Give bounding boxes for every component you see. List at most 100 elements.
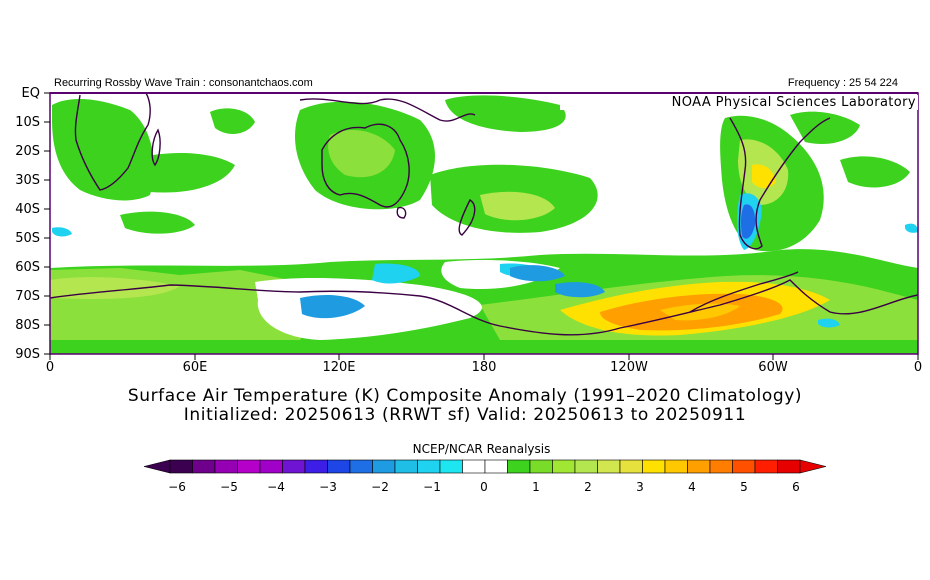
map-subtitle: Initialized: 20250613 (RRWT sf) Valid: 2… [183,405,747,425]
anomaly-region-positive [210,108,255,134]
colorbar-tick-label: 6 [792,480,800,494]
header-left-text: Recurring Rossby Wave Train : consonantc… [54,77,313,89]
x-tick-label: 60E [182,360,208,375]
y-tick-label: 90S [15,347,40,362]
colorbar-swatch [327,459,351,474]
anomaly-region-positive [840,156,910,188]
y-tick-label: 80S [15,318,40,333]
anomaly-region-positive [752,164,776,188]
y-tick-label: 50S [15,231,40,246]
anomaly-region-positive [52,98,154,201]
anomaly-region-positive [120,211,195,234]
colorbar-swatch [687,459,711,474]
anomaly-region-neutral [255,278,482,340]
colorbar-tick-label: −2 [371,480,389,494]
colorbar-swatch [237,459,261,474]
colorbar-tick-label: 5 [740,480,748,494]
colorbar-title: NCEP/NCAR Reanalysis [412,442,551,456]
colorbar-swatch [574,459,598,474]
x-tick-label: 0 [913,360,923,375]
anomaly-region-positive [480,191,555,221]
madagascar-coastline [151,128,161,167]
y-tick-label: 10S [15,115,40,130]
new-zealand-coastline [458,198,476,236]
anomaly-field [50,95,918,354]
colorbar-swatch [439,459,463,474]
colorbar-tick-label: 4 [688,480,696,494]
colorbar-tick-label: 2 [584,480,592,494]
anomaly-region-negative [510,265,565,282]
antarctic-peninsula-coastline [689,271,799,313]
colorbar-swatch [372,459,396,474]
colorbar-swatch [214,459,238,474]
colorbar-swatch [552,459,576,474]
colorbar [143,459,827,474]
colorbar-swatch [642,459,666,474]
anomaly-region-negative [52,227,72,237]
maritime-continent-coastline [299,98,476,122]
colorbar-tick-label: −3 [319,480,337,494]
colorbar-swatch [259,459,283,474]
anomaly-region-positive [328,130,395,178]
anomaly-region-positive [660,303,740,321]
anomaly-region-negative [300,294,365,319]
colorbar-swatch [169,459,193,474]
antarctica-coastline [50,279,918,336]
colorbar-swatch [529,459,553,474]
colorbar-swatch [619,459,643,474]
credit-label: NOAA Physical Sciences Laboratory [560,95,918,110]
colorbar-right-arrow [799,459,827,474]
colorbar-swatch [192,459,216,474]
x-tick-label: 180 [471,360,497,375]
africa-coastline [74,93,151,191]
south-america-coastline [729,117,831,250]
colorbar-swatch [777,459,801,474]
colorbar-swatch [349,459,373,474]
anomaly-region-negative [372,263,420,284]
y-axis-ticks [44,92,50,355]
colorbar-swatch [754,459,778,474]
y-tick-label: 30S [15,173,40,188]
anomaly-region-negative [905,223,918,233]
colorbar-tick-label: 0 [480,480,488,494]
colorbar-swatch [664,459,688,474]
x-axis-ticks [49,354,919,360]
colorbar-tick-label: −5 [220,480,238,494]
x-tick-label: 120W [610,360,648,375]
anomaly-region-negative [818,318,840,328]
colorbar-tick-label: 1 [532,480,540,494]
colorbar-swatch [304,459,328,474]
x-tick-label: 120E [322,360,356,375]
colorbar-tick-label: 3 [636,480,644,494]
australia-coastline [321,123,410,208]
colorbar-swatch [597,459,621,474]
colorbar-tick-label: −6 [168,480,186,494]
colorbar-swatch [282,459,306,474]
anomaly-region-positive [790,111,860,145]
x-tick-label: 60W [758,360,788,375]
colorbar-tick-label: −1 [423,480,441,494]
x-tick-label: 0 [45,360,55,375]
colorbar-swatch [462,459,486,474]
anomaly-region-negative [740,204,756,239]
y-tick-label: EQ [21,86,40,101]
colorbar-swatch [507,459,531,474]
y-tick-label: 40S [15,202,40,217]
map-title: Surface Air Temperature (K) Composite An… [127,386,803,406]
colorbar-swatch [709,459,733,474]
colorbar-swatch [732,459,756,474]
colorbar-swatch [417,459,441,474]
colorbar-left-arrow [143,459,171,474]
colorbar-tick-label: −4 [267,480,285,494]
frequency-text: Frequency : 25 54 224 [787,77,898,89]
y-tick-label: 70S [15,289,40,304]
colorbar-swatch [484,459,508,474]
y-tick-label: 20S [15,144,40,159]
anomaly-region-negative [555,282,605,298]
anomaly-region-positive [445,95,566,132]
tasmania-coastline [396,206,407,219]
colorbar-swatch [394,459,418,474]
y-tick-label: 60S [15,260,40,275]
coastlines [50,93,918,336]
